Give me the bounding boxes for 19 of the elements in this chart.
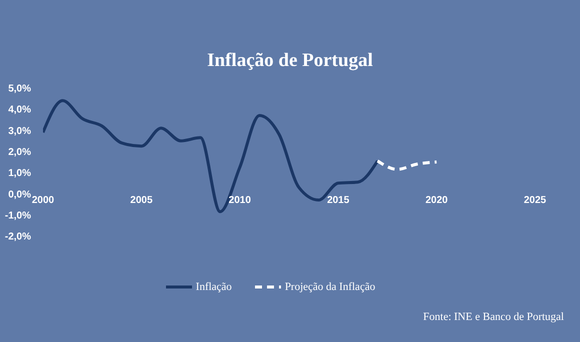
x-tick-label: 2010 <box>228 194 252 206</box>
y-tick-label: 5,0% <box>8 84 32 95</box>
x-tick-label: 2000 <box>32 194 55 206</box>
y-tick-label: 4,0% <box>8 104 32 116</box>
y-tick-label: 2,0% <box>8 146 32 158</box>
y-tick-label: -1,0% <box>4 210 32 222</box>
x-tick-label: 2020 <box>425 194 448 206</box>
line-series <box>376 159 438 171</box>
y-tick-label: -2,0% <box>4 232 32 243</box>
x-tick-label: 2005 <box>130 194 153 206</box>
legend-label: Inflação <box>194 281 232 293</box>
legend-label: Projeção da Inflação <box>284 281 376 293</box>
chart-title: Inflação de Portugal <box>206 50 374 72</box>
y-tick-label: 3,0% <box>8 126 32 137</box>
y-tick-label: 0,0% <box>8 189 32 200</box>
x-tick-label: 2015 <box>327 194 350 206</box>
source-note: Fonte: INE e Banco de Portugal <box>423 311 564 323</box>
x-tick-label: 2025 <box>524 194 547 206</box>
y-tick-label: 1,0% <box>8 168 32 180</box>
